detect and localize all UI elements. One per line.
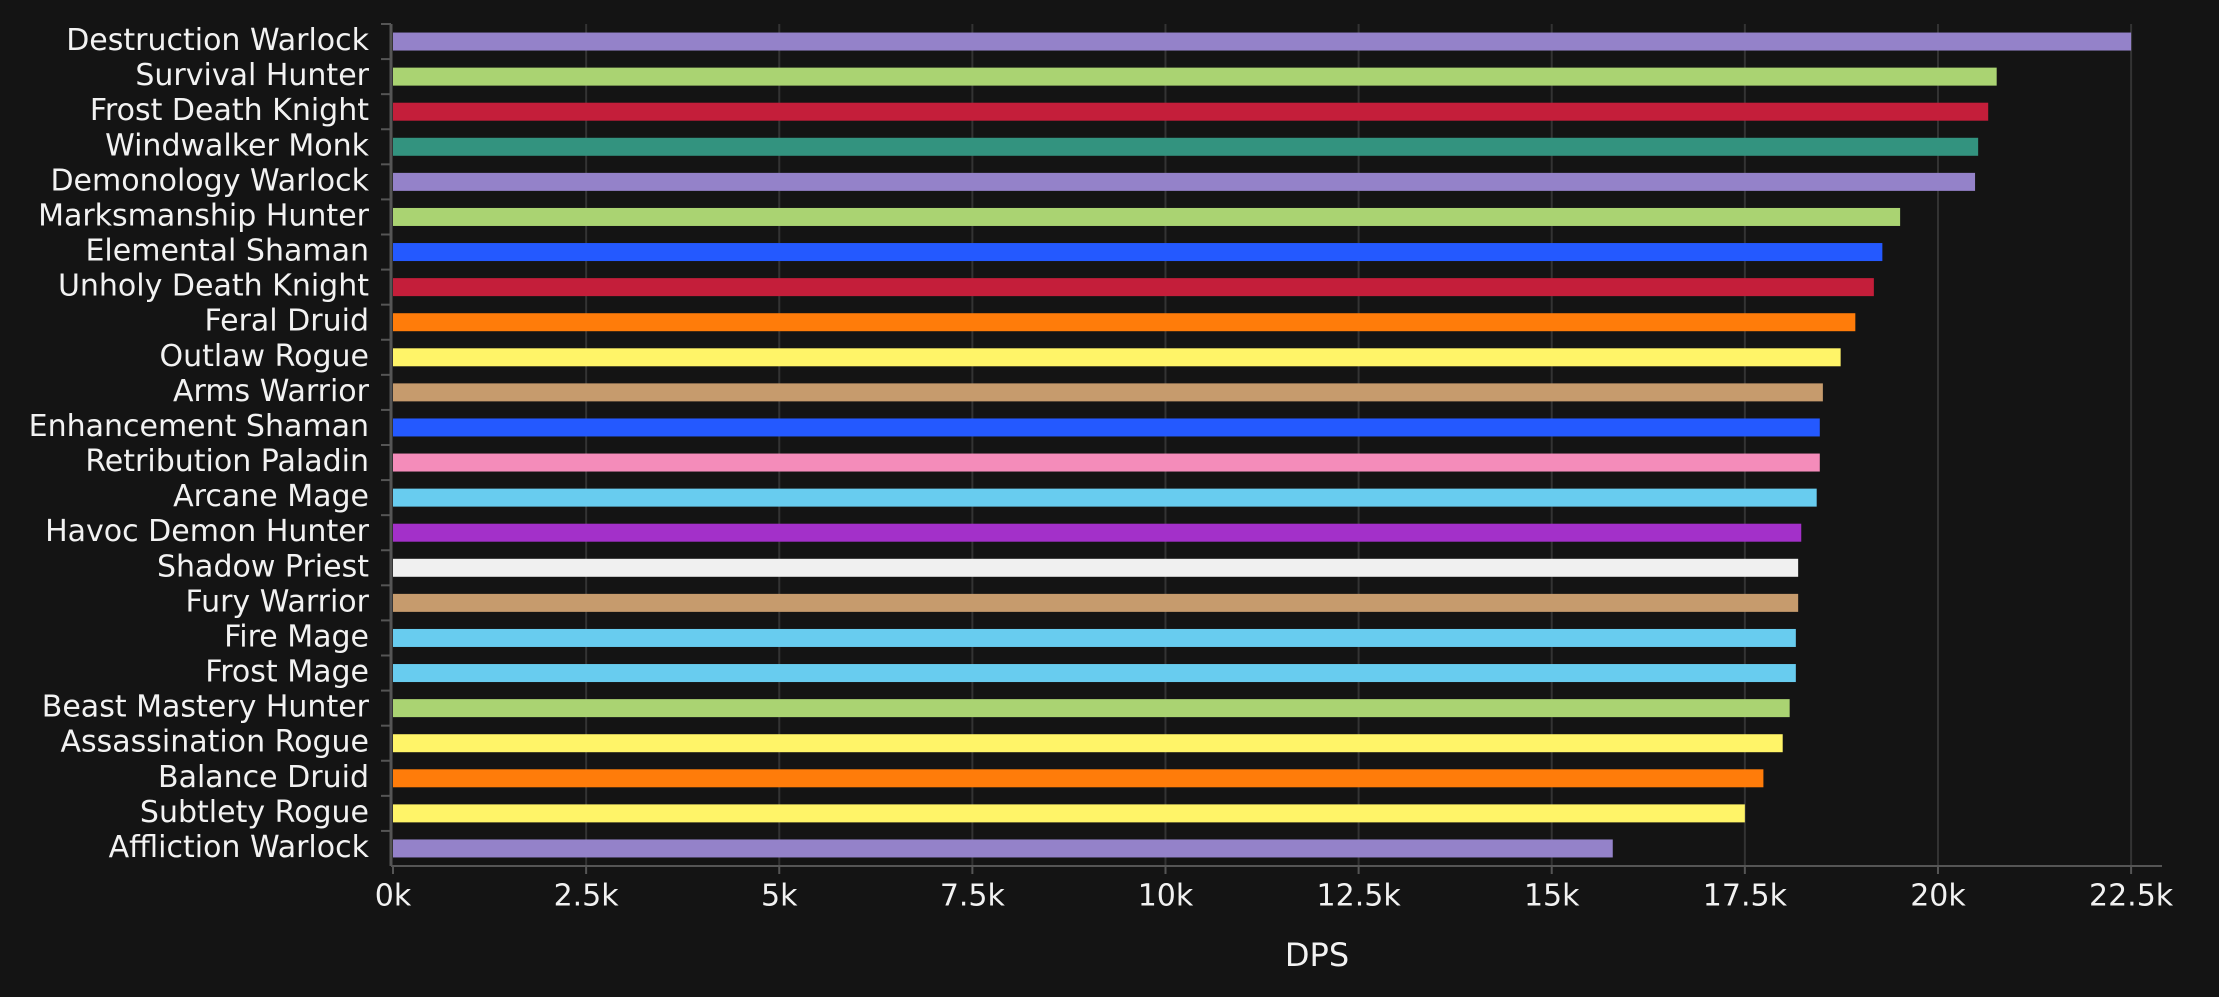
bar [393,207,1901,226]
x-tick-label: 15k [1524,879,1580,914]
bar [393,137,1979,156]
y-tick-label: Fury Warrior [185,584,369,619]
y-tick-label: Windwalker Monk [105,128,370,163]
bar [393,699,1790,718]
y-tick-label: Assassination Rogue [60,725,369,760]
y-tick-label: Subtlety Rogue [140,795,369,830]
y-tick-label: Balance Druid [158,760,369,795]
y-tick-label: Shadow Priest [157,549,369,584]
y-tick-label: Fire Mage [224,619,369,654]
x-tick-label: 10k [1138,879,1194,914]
x-tick-label: 2.5k [554,879,620,914]
y-tick-label: Marksmanship Hunter [38,198,370,233]
bar [393,523,1802,542]
y-tick-label: Frost Mage [205,655,369,690]
bar [393,32,2132,51]
bar [393,558,1799,577]
bar [393,628,1796,647]
bar [393,278,1874,297]
y-tick-label: Frost Death Knight [90,93,369,128]
x-tick-label: 12.5k [1317,879,1402,914]
bar [393,804,1745,823]
x-tick-label: 7.5k [940,879,1006,914]
y-tick-label: Feral Druid [205,304,370,339]
bar [393,839,1613,858]
y-tick-label: Elemental Shaman [85,234,369,269]
x-tick-label: 22.5k [2089,879,2174,914]
bar [393,769,1764,788]
bar [393,172,1976,191]
bar [393,488,1817,507]
y-tick-label: Destruction Warlock [66,23,369,58]
x-tick-label: 0k [375,879,412,914]
bar [393,313,1856,332]
y-tick-label: Outlaw Rogue [159,339,369,374]
x-tick-label: 20k [1910,879,1966,914]
bar [393,593,1799,612]
y-tick-label: Survival Hunter [135,58,369,93]
bar [393,383,1823,402]
bar [393,664,1796,683]
bar [393,348,1841,367]
y-tick-label: Affliction Warlock [109,830,370,865]
bar [393,453,1820,472]
y-tick-label: Arcane Mage [173,479,369,514]
bar [393,67,1997,86]
y-tick-label: Unholy Death Knight [58,269,369,304]
y-tick-label: Arms Warrior [173,374,370,409]
bar [393,102,1989,121]
y-tick-label: Retribution Paladin [85,444,369,479]
x-axis-title: DPS [1285,936,1349,974]
y-tick-label: Demonology Warlock [50,163,369,198]
bar [393,418,1820,437]
y-tick-label: Enhancement Shaman [29,409,369,444]
x-tick-label: 17.5k [1703,879,1788,914]
y-tick-label: Beast Mastery Hunter [42,690,370,725]
bar [393,734,1783,753]
bar [393,243,1883,262]
x-tick-label: 5k [761,879,798,914]
y-tick-label: Havoc Demon Hunter [45,514,370,549]
